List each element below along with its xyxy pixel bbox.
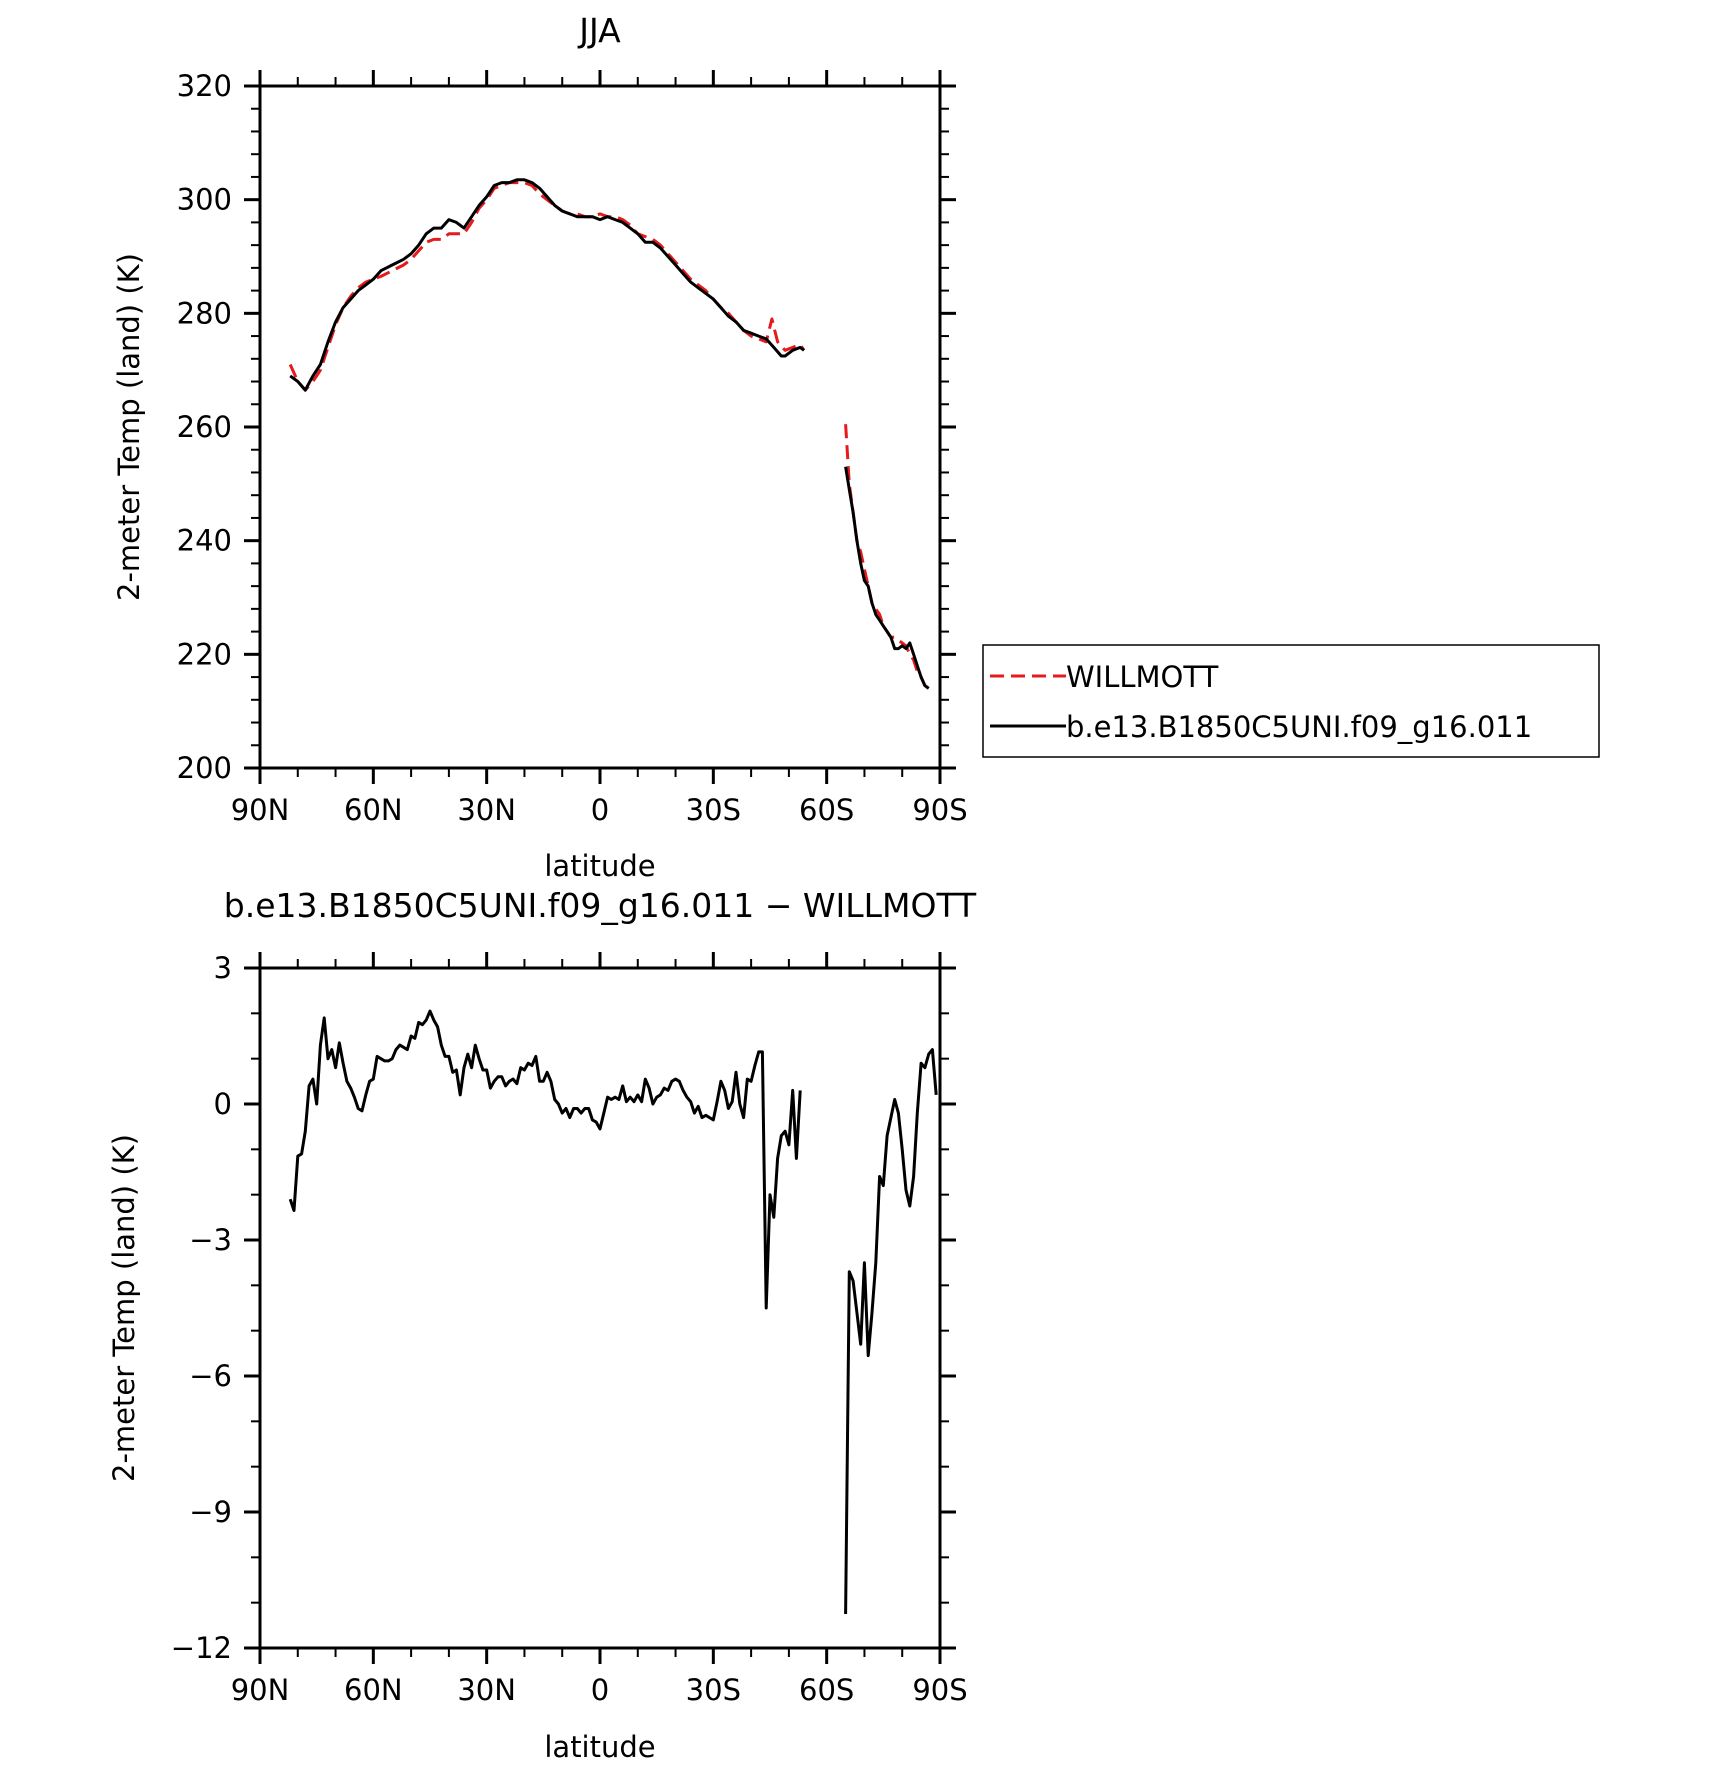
legend-label-model: b.e13.B1850C5UNI.f09_g16.011 <box>1066 710 1532 744</box>
top-panel-ticks: 90N 60N 30N 0 30S 60S 90S 200 220 240 260 280 300 320 <box>177 69 968 827</box>
y-tick-label: −9 <box>189 1495 232 1529</box>
legend-label-willmott: WILLMOTT <box>1066 660 1219 694</box>
x-tick-label: 0 <box>591 793 609 827</box>
y-tick-label: 3 <box>214 951 232 985</box>
series-line-0-segment-0 <box>288 1009 802 1310</box>
top-panel-series <box>288 178 930 690</box>
y-tick-label: 260 <box>177 410 232 444</box>
x-tick-label: 90S <box>912 793 967 827</box>
top-panel-frame <box>258 84 942 770</box>
y-tick-label: 0 <box>214 1087 232 1121</box>
series-line-1-segment-1 <box>844 466 930 690</box>
x-tick-label: 60S <box>799 793 854 827</box>
series-line-0-segment-0 <box>288 181 806 392</box>
x-tick-label: 60N <box>344 1673 403 1707</box>
bottom-panel-x-axis-label: latitude <box>544 1730 655 1764</box>
bottom-panel-series <box>288 1009 938 1615</box>
legend-box <box>982 644 1600 758</box>
y-tick-label: 200 <box>177 751 232 785</box>
y-tick-label: 220 <box>177 637 232 671</box>
x-tick-label: 0 <box>591 1673 609 1707</box>
x-tick-label: 30N <box>457 793 516 827</box>
y-tick-label: 300 <box>177 183 232 217</box>
x-tick-label: 30N <box>457 1673 516 1707</box>
bottom-panel-title: b.e13.B1850C5UNI.f09_g16.011 − WILLMOTT <box>224 886 977 925</box>
bottom-panel-y-axis-label: 2-meter Temp (land) (K) <box>107 1134 141 1482</box>
y-tick-label: 320 <box>177 69 232 103</box>
top-panel-x-axis-label: latitude <box>544 849 655 883</box>
y-tick-label: −6 <box>189 1359 232 1393</box>
bottom-panel-ticks: 90N 60N 30N 0 30S 60S 90S −12 −9 −6 −3 0 3 <box>171 951 968 1707</box>
x-tick-label: 90S <box>912 1673 967 1707</box>
y-tick-label: 280 <box>177 296 232 330</box>
top-panel-y-axis-label: 2-meter Temp (land) (K) <box>112 253 146 601</box>
top-panel: JJA 90N 60N 30N 0 30S 60S 90S 200 220 240 260 280 30… <box>112 11 1600 883</box>
x-tick-label: 30S <box>686 1673 741 1707</box>
y-tick-label: −12 <box>171 1631 232 1665</box>
series-line-1-segment-0 <box>289 178 805 392</box>
y-tick-label: −3 <box>189 1223 232 1257</box>
y-tick-label: 240 <box>177 524 232 558</box>
legend: WILLMOTT b.e13.B1850C5UNI.f09_g16.011 <box>982 644 1600 758</box>
top-panel-title: JJA <box>577 11 621 50</box>
x-tick-label: 90N <box>231 793 290 827</box>
bottom-panel: b.e13.B1850C5UNI.f09_g16.011 − WILLMOTT … <box>107 886 977 1764</box>
x-tick-label: 60S <box>799 1673 854 1707</box>
series-line-0-segment-1 <box>844 1048 938 1615</box>
bottom-panel-frame <box>258 966 942 1650</box>
x-tick-label: 60N <box>344 793 403 827</box>
x-tick-label: 90N <box>231 1673 290 1707</box>
x-tick-label: 30S <box>686 793 741 827</box>
